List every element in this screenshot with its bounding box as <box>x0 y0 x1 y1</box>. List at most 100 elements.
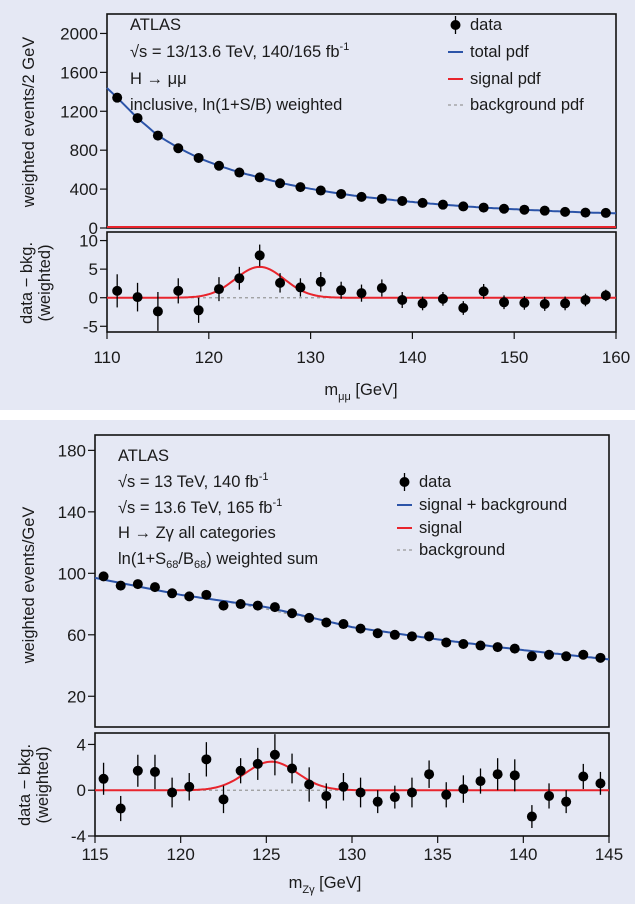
process-label: H → Zγ all categories <box>118 524 276 542</box>
residual-point <box>173 285 184 296</box>
y-tick-label: 60 <box>67 626 86 645</box>
y-tick-label: 140 <box>58 503 86 522</box>
legend-data: data <box>419 473 452 491</box>
data-point <box>115 580 126 591</box>
residual-point <box>406 787 417 798</box>
data-point <box>424 631 435 642</box>
residual-point <box>234 273 245 284</box>
residual-point <box>526 811 537 822</box>
y-axis-label: weighted events/GeV <box>20 507 38 665</box>
x-tick-label: 160 <box>602 348 630 367</box>
data-point <box>193 152 204 163</box>
x-tick-label: 125 <box>252 845 280 864</box>
data-point <box>234 167 245 178</box>
data-point <box>149 582 160 593</box>
data-point <box>437 199 448 210</box>
data-point <box>98 571 109 582</box>
y-tick-label: 800 <box>70 141 98 160</box>
data-point <box>580 207 591 218</box>
ratio-y-axis-label-2: (weighted) <box>36 244 54 321</box>
residual-point <box>544 790 555 801</box>
residual-point <box>321 790 332 801</box>
data-point <box>397 195 408 206</box>
x-tick-label: 145 <box>595 845 623 864</box>
x-tick-label: 140 <box>398 348 426 367</box>
x-tick-label: 140 <box>509 845 537 864</box>
residual-point <box>475 776 486 787</box>
data-point <box>315 185 326 196</box>
data-point <box>578 649 589 660</box>
residual-point <box>355 787 366 798</box>
higgs-mumu-panel: ATLAS √s = 13/13.6 TeV, 140/165 fb-1 H →… <box>0 0 635 410</box>
y-tick-label: 0 <box>89 219 98 238</box>
data-point <box>458 639 469 650</box>
ratio-y-axis-label-1: data − bkg. <box>16 744 34 826</box>
residual-point <box>376 283 387 293</box>
residual-point <box>112 285 123 296</box>
residual-point <box>509 770 520 781</box>
energy-lumi-label: √s = 13/13.6 TeV, 140/165 fb-1 <box>130 41 349 61</box>
data-point <box>544 649 555 660</box>
main-plot-frame <box>94 434 610 728</box>
data-point <box>132 113 143 124</box>
residual-point <box>218 794 229 805</box>
residual-point <box>269 749 280 760</box>
data-point <box>539 205 550 216</box>
ratio-plot-frame <box>106 231 617 333</box>
residual-point <box>578 771 589 782</box>
ratio-y-tick-label: 0 <box>89 289 98 308</box>
residual-point <box>193 305 204 316</box>
residual-point <box>458 784 469 795</box>
data-point <box>561 651 572 662</box>
residual-point <box>235 765 246 776</box>
x-axis-label: mμμ [GeV] <box>324 381 397 403</box>
data-point <box>252 600 263 611</box>
data-point <box>406 631 417 642</box>
x-tick-label: 120 <box>195 348 223 367</box>
ratio-y-tick-label: -5 <box>83 317 98 336</box>
data-point <box>389 629 400 640</box>
legend-data: data <box>470 16 503 34</box>
residual-point <box>478 286 489 297</box>
residual-point <box>295 282 306 293</box>
y-tick-label: 20 <box>67 687 86 706</box>
x-tick-label: 135 <box>423 845 451 864</box>
mumu-chart: ATLAS √s = 13/13.6 TeV, 140/165 fb-1 H →… <box>18 13 630 403</box>
x-tick-label: 150 <box>500 348 528 367</box>
residual-point <box>167 787 178 798</box>
data-point <box>509 643 520 654</box>
data-point <box>112 92 123 103</box>
residual-point <box>98 773 109 784</box>
residual-point <box>389 792 400 803</box>
ratio-y-tick-label: -4 <box>71 827 86 846</box>
data-point <box>269 602 280 613</box>
residual-point <box>152 306 163 317</box>
data-point <box>376 193 387 204</box>
data-point <box>173 143 184 154</box>
legend-total: total pdf <box>470 43 529 61</box>
data-point <box>132 579 143 590</box>
residual-point <box>252 758 263 769</box>
residual-point <box>424 769 435 780</box>
data-point <box>492 642 503 653</box>
ratio-y-tick-label: 10 <box>79 232 98 251</box>
y-axis-label: weighted events/2 GeV <box>20 37 38 209</box>
residual-point <box>132 765 143 776</box>
residual-point <box>287 763 298 774</box>
data-point <box>417 197 428 208</box>
residual-point <box>600 290 611 301</box>
ratio-y-axis-label-1: data − bkg. <box>18 242 36 324</box>
residual-point <box>499 297 510 308</box>
residual-point <box>595 778 606 789</box>
residual-point <box>201 754 212 765</box>
data-point <box>499 203 510 214</box>
residual-point <box>437 293 448 304</box>
residual-point <box>315 276 326 287</box>
experiment-label: ATLAS <box>118 447 169 465</box>
data-point <box>441 637 452 648</box>
legend-total: signal + background <box>419 496 567 514</box>
legend-data-marker-icon <box>450 20 461 30</box>
y-tick-label: 1200 <box>60 102 98 121</box>
data-point <box>213 160 224 171</box>
experiment-label: ATLAS <box>130 16 181 34</box>
